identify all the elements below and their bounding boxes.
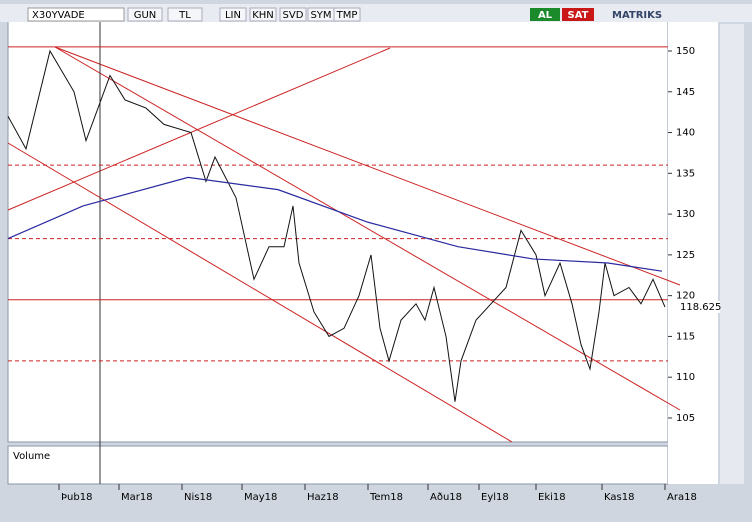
toolbar-button-label: KHN — [252, 10, 274, 21]
volume-panel — [7, 445, 669, 485]
y-tick-label: 150 — [676, 46, 695, 57]
y-tick-label: 115 — [676, 331, 695, 342]
y-tick-label: 145 — [676, 87, 695, 98]
trend-lines — [7, 46, 681, 443]
toolbar-button[interactable] — [127, 7, 163, 22]
toolbar-button[interactable] — [219, 7, 247, 22]
toolbar-button-label: TL — [178, 10, 191, 21]
x-tick-label: Eyl18 — [481, 492, 509, 503]
y-tick-label: 140 — [676, 128, 695, 139]
price-line — [7, 49, 666, 402]
price-line — [7, 176, 663, 272]
sell-label: SAT — [568, 10, 589, 21]
y-tick-label: 125 — [676, 250, 695, 261]
plot-area — [7, 19, 669, 443]
last-price-box — [670, 300, 720, 313]
x-tick-label: Nis18 — [184, 492, 212, 503]
toolbar-button[interactable] — [279, 7, 307, 22]
y-tick-label: 130 — [676, 209, 695, 220]
y-tick-label: 120 — [676, 291, 695, 302]
toolbar-button-label: GUN — [134, 10, 157, 21]
x-tick-label: Aðu18 — [430, 492, 462, 503]
volume-label: Volume — [13, 451, 50, 462]
sell-button — [562, 8, 594, 21]
buy-button — [530, 8, 560, 21]
x-tick-label: Ara18 — [667, 492, 697, 503]
x-tick-label: Haz18 — [307, 492, 339, 503]
toolbar-button-label: SYM — [310, 10, 331, 21]
x-tick-label: Eki18 — [538, 492, 566, 503]
toolbar-button-label: TMP — [336, 10, 358, 21]
x-tick-label: Kas18 — [604, 492, 634, 503]
price-axis — [668, 20, 718, 484]
y-tick-label: 110 — [676, 372, 695, 383]
side-bar — [720, 24, 744, 484]
toolbar-button[interactable] — [333, 7, 361, 22]
buy-label: AL — [538, 10, 553, 21]
x-tick-label: Þub18 — [61, 492, 92, 503]
x-tick-label: Mar18 — [121, 492, 153, 503]
y-tick-label: 105 — [676, 413, 695, 424]
symbol: X30YVADE — [32, 10, 85, 21]
brand: MATRIKS — [612, 10, 662, 21]
toolbar-button[interactable] — [249, 7, 277, 22]
symbol-box — [27, 7, 125, 22]
toolbar-button[interactable] — [167, 7, 203, 22]
x-tick-label: Tem18 — [369, 492, 403, 503]
last-price: 118.625 — [680, 302, 721, 313]
x-tick-label: May18 — [244, 492, 277, 503]
toolbar-button-label: LIN — [225, 10, 241, 21]
toolbar-button-label: SVD — [283, 10, 304, 21]
y-tick-label: 135 — [676, 168, 695, 179]
